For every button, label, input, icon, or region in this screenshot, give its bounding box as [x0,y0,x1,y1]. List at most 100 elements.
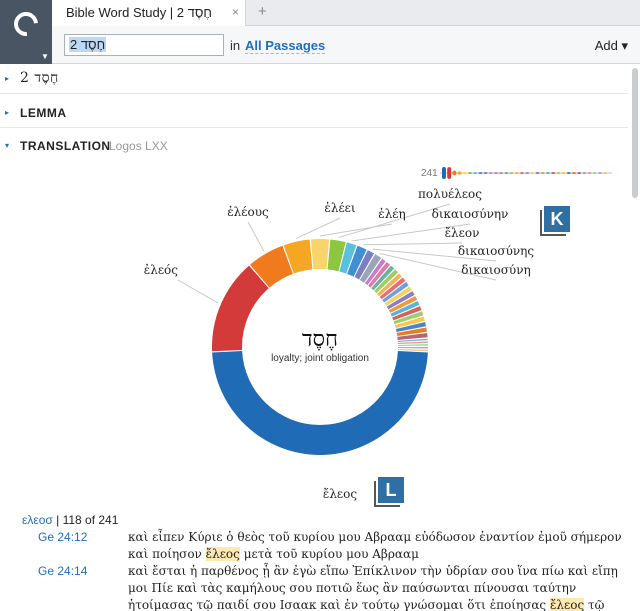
results-count: | 118 of 241 [52,513,119,527]
distribution-mark [572,172,576,174]
donut-slice[interactable] [388,296,418,313]
distribution-mark [520,172,524,174]
expand-arrow-icon[interactable]: ▸ [5,108,10,117]
donut-slice[interactable] [212,265,269,352]
slice-label[interactable]: ἐλέει [324,201,355,215]
slice-label[interactable]: δικαιοσύνης [458,244,534,258]
donut-slice[interactable] [397,338,428,342]
section-title: LEMMA [20,106,67,120]
donut-slice[interactable] [384,286,412,306]
leader-line [319,223,393,237]
distribution-mark [499,172,504,174]
highlighted-word: ἔλεος [205,547,240,561]
slice-label[interactable]: ἔλεος [323,487,357,501]
slice-label[interactable]: ἐλεός [144,263,178,277]
donut-slice[interactable] [377,273,402,297]
total-count: 241 [421,168,438,179]
distribution-mark [457,171,462,175]
distribution-mark [447,167,452,179]
distribution-mark [478,172,483,174]
lemma-badge[interactable]: L [374,477,404,507]
donut-slice[interactable] [396,327,427,336]
donut-slice[interactable] [390,300,420,317]
distribution-mark [561,172,566,174]
results-word[interactable]: ελεοσ [22,513,53,527]
donut-slice[interactable] [368,262,390,288]
distribution-mark [587,172,592,174]
donut-slice[interactable] [354,250,375,280]
donut-slice[interactable] [371,265,395,291]
donut-slice[interactable] [283,239,313,274]
lemma-l-icon: L [378,477,404,503]
chart-center-word: חֶסֶד [302,327,338,352]
slice-label[interactable]: ἔλεον [445,226,480,240]
slice-label[interactable]: δικαιοσύνην [432,207,509,221]
distribution-mark [577,172,582,174]
distribution-mark [603,172,608,174]
section-word[interactable]: ▸ 2 חֶסֶד [0,64,628,94]
verse-reference-link[interactable]: Ge 24:12 [38,530,88,544]
distribution-mark [556,172,561,174]
chevron-down-icon: ▼ [41,52,49,61]
close-icon[interactable]: × [231,5,239,19]
donut-slice[interactable] [395,322,426,333]
donut-slice[interactable] [212,350,428,456]
leader-line [352,223,471,242]
donut-slice[interactable] [339,242,357,274]
donut-slice[interactable] [382,281,409,303]
donut-slice[interactable] [386,291,415,310]
distribution-mark [514,172,519,174]
distribution-mark [540,172,545,174]
distribution-mark [598,172,602,174]
new-tab-button[interactable]: + [258,3,267,20]
translation-donut-chart: ἔλεος ἐλεός ἐλέους ἐλέει ἐλέη πολυέλεος δικαιο… [144,167,612,501]
scrollbar[interactable] [632,68,638,198]
scope-dropdown[interactable]: All Passages [245,38,326,54]
slice-label[interactable]: πολυέλεος [418,187,482,201]
leader-line [379,252,497,281]
section-lemma[interactable]: ▸ LEMMA [0,98,628,128]
keylink-badge[interactable]: K [540,206,570,236]
verse-reference-link[interactable]: Ge 24:14 [38,564,88,578]
tab-bible-word-study[interactable]: Bible Word Study | 2 חֶסֶד × [52,0,246,26]
distribution-mark [566,172,571,174]
toolbar: 2 חֶסֶד in All Passages Add ▾ [52,26,640,64]
donut-slice[interactable] [397,348,428,352]
donut-slice[interactable] [364,258,386,286]
donut-slice[interactable] [250,245,293,288]
distribution-mark [488,172,493,174]
donut-slice[interactable] [379,277,406,300]
donut-slice[interactable] [392,306,422,321]
donut-slice[interactable] [347,245,367,277]
donut-slice[interactable] [397,341,428,345]
tab-title: Bible Word Study | 2 חֶסֶד [66,5,212,20]
search-input[interactable]: 2 חֶסֶד [64,34,224,56]
expand-arrow-icon[interactable]: ▸ [5,74,10,83]
donut-slice[interactable] [397,344,428,347]
donut-slice[interactable] [310,239,330,270]
section-translation[interactable]: ▾ TRANSLATION Logos LXX [0,131,628,161]
donut-slice[interactable] [393,311,424,325]
distribution-mark [592,172,597,174]
add-button[interactable]: Add ▾ [594,38,628,53]
distribution-mark [525,172,530,174]
logos-logo-icon [9,7,43,41]
distribution-mark [546,172,550,174]
distribution-mark [442,167,446,179]
distribution-mark [483,172,488,174]
leader-line [372,248,497,262]
slice-label[interactable]: ἐλέη [378,207,405,221]
slice-label[interactable]: ἐλέους [227,205,269,219]
slice-label[interactable]: δικαιοσύνη [461,263,530,277]
distribution-mark [452,170,457,176]
donut-slice[interactable] [397,346,428,349]
donut-slice[interactable] [359,254,382,283]
donut-slice[interactable] [394,316,425,329]
donut-slice[interactable] [397,333,428,340]
collapse-arrow-icon[interactable]: ▾ [5,141,10,150]
donut-slice[interactable] [327,239,346,272]
app-menu-button[interactable]: ▼ [0,0,52,64]
search-value: 2 חֶסֶד [69,37,107,52]
donut-slice[interactable] [374,269,399,294]
verse-text: καὶ εἶπεν Κύριε ὁ θεὸς τοῦ κυρίου μου Αβ… [128,530,622,561]
